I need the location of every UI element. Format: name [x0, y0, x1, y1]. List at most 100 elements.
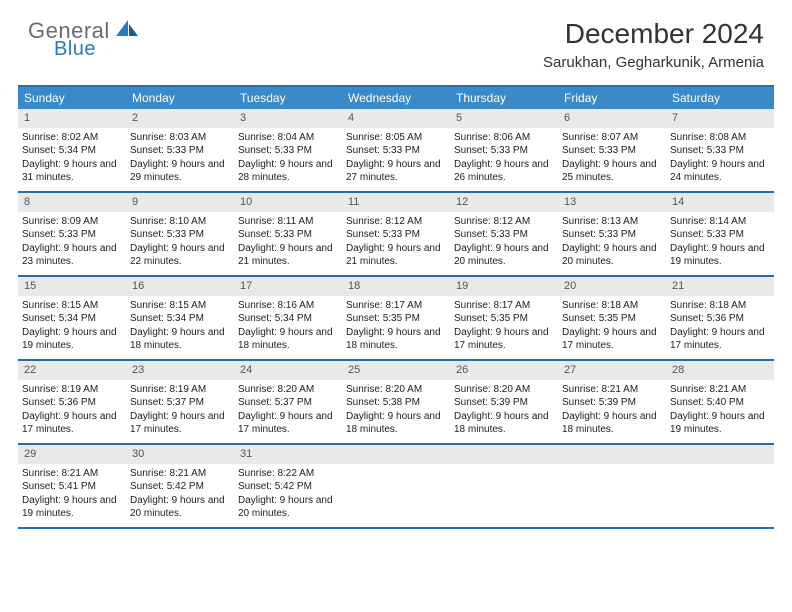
day-number: 18 [342, 277, 450, 296]
sunset-line: Sunset: 5:33 PM [238, 144, 338, 158]
day-cell: 24Sunrise: 8:20 AMSunset: 5:37 PMDayligh… [234, 361, 342, 443]
sunrise-line: Sunrise: 8:20 AM [238, 383, 338, 397]
day-body: Sunrise: 8:15 AMSunset: 5:34 PMDaylight:… [18, 296, 126, 353]
sunrise-line: Sunrise: 8:19 AM [130, 383, 230, 397]
day-body: Sunrise: 8:18 AMSunset: 5:35 PMDaylight:… [558, 296, 666, 353]
sunrise-line: Sunrise: 8:03 AM [130, 131, 230, 145]
day-cell: 27Sunrise: 8:21 AMSunset: 5:39 PMDayligh… [558, 361, 666, 443]
sunrise-line: Sunrise: 8:06 AM [454, 131, 554, 145]
day-cell: 8Sunrise: 8:09 AMSunset: 5:33 PMDaylight… [18, 193, 126, 275]
day-number: 2 [126, 109, 234, 128]
day-body: Sunrise: 8:20 AMSunset: 5:38 PMDaylight:… [342, 380, 450, 437]
sunrise-line: Sunrise: 8:15 AM [22, 299, 122, 313]
sunrise-line: Sunrise: 8:13 AM [562, 215, 662, 229]
sunset-line: Sunset: 5:33 PM [130, 228, 230, 242]
weekday-sunday: Sunday [18, 87, 126, 109]
day-cell: 20Sunrise: 8:18 AMSunset: 5:35 PMDayligh… [558, 277, 666, 359]
sunset-line: Sunset: 5:35 PM [562, 312, 662, 326]
day-body: Sunrise: 8:08 AMSunset: 5:33 PMDaylight:… [666, 128, 774, 185]
day-body: Sunrise: 8:12 AMSunset: 5:33 PMDaylight:… [342, 212, 450, 269]
day-number: 22 [18, 361, 126, 380]
day-number: 6 [558, 109, 666, 128]
day-cell: 5Sunrise: 8:06 AMSunset: 5:33 PMDaylight… [450, 109, 558, 191]
sunset-line: Sunset: 5:33 PM [346, 144, 446, 158]
day-cell: 13 Sunrise: 8:13 AMSunset: 5:33 PMDayligh… [558, 193, 666, 275]
daylight-line: Daylight: 9 hours and 17 minutes. [130, 410, 230, 437]
daylight-line: Daylight: 9 hours and 20 minutes. [454, 242, 554, 269]
sunrise-line: Sunrise: 8:08 AM [670, 131, 770, 145]
day-number: 5 [450, 109, 558, 128]
sunset-line: Sunset: 5:34 PM [22, 312, 122, 326]
day-cell: 9Sunrise: 8:10 AMSunset: 5:33 PMDaylight… [126, 193, 234, 275]
daylight-line: Daylight: 9 hours and 20 minutes. [238, 494, 338, 521]
day-number: 7 [666, 109, 774, 128]
day-cell: 16Sunrise: 8:15 AMSunset: 5:34 PMDayligh… [126, 277, 234, 359]
day-body: Sunrise: 8:19 AMSunset: 5:37 PMDaylight:… [126, 380, 234, 437]
day-number: 13 [558, 193, 666, 212]
day-cell: 1Sunrise: 8:02 AMSunset: 5:34 PMDaylight… [18, 109, 126, 191]
sunset-line: Sunset: 5:33 PM [454, 228, 554, 242]
day-number: 15 [18, 277, 126, 296]
daylight-line: Daylight: 9 hours and 28 minutes. [238, 158, 338, 185]
day-body: Sunrise: 8:22 AMSunset: 5:42 PMDaylight:… [234, 464, 342, 521]
day-body: Sunrise: 8:15 AMSunset: 5:34 PMDaylight:… [126, 296, 234, 353]
sunrise-line: Sunrise: 8:19 AM [22, 383, 122, 397]
day-number: 24 [234, 361, 342, 380]
sunrise-line: Sunrise: 8:05 AM [346, 131, 446, 145]
day-body: Sunrise: 8:02 AMSunset: 5:34 PMDaylight:… [18, 128, 126, 185]
day-cell: 18Sunrise: 8:17 AMSunset: 5:35 PMDayligh… [342, 277, 450, 359]
sunset-line: Sunset: 5:39 PM [454, 396, 554, 410]
sunrise-line: Sunrise: 8:18 AM [670, 299, 770, 313]
day-number: 14 [666, 193, 774, 212]
day-number: 21 [666, 277, 774, 296]
day-cell: 26Sunrise: 8:20 AMSunset: 5:39 PMDayligh… [450, 361, 558, 443]
daylight-line: Daylight: 9 hours and 20 minutes. [562, 242, 662, 269]
day-cell: 19Sunrise: 8:17 AMSunset: 5:35 PMDayligh… [450, 277, 558, 359]
header: General Blue December 2024 Sarukhan, Geg… [0, 0, 792, 79]
day-body: Sunrise: 8:12 AMSunset: 5:33 PMDaylight:… [450, 212, 558, 269]
day-number: 12 [450, 193, 558, 212]
sunrise-line: Sunrise: 8:21 AM [22, 467, 122, 481]
sunset-line: Sunset: 5:42 PM [130, 480, 230, 494]
daylight-line: Daylight: 9 hours and 18 minutes. [454, 410, 554, 437]
sunset-line: Sunset: 5:40 PM [670, 396, 770, 410]
sunrise-line: Sunrise: 8:04 AM [238, 131, 338, 145]
location-label: Sarukhan, Gegharkunik, Armenia [543, 54, 764, 71]
sunset-line: Sunset: 5:33 PM [22, 228, 122, 242]
day-cell [558, 445, 666, 527]
day-cell: 23Sunrise: 8:19 AMSunset: 5:37 PMDayligh… [126, 361, 234, 443]
sunrise-line: Sunrise: 8:22 AM [238, 467, 338, 481]
day-cell [342, 445, 450, 527]
day-cell: 25Sunrise: 8:20 AMSunset: 5:38 PMDayligh… [342, 361, 450, 443]
day-number: 1 [18, 109, 126, 128]
daylight-line: Daylight: 9 hours and 19 minutes. [22, 326, 122, 353]
sunset-line: Sunset: 5:39 PM [562, 396, 662, 410]
week-row: 22Sunrise: 8:19 AMSunset: 5:36 PMDayligh… [18, 361, 774, 445]
daylight-line: Daylight: 9 hours and 17 minutes. [454, 326, 554, 353]
sunset-line: Sunset: 5:33 PM [670, 228, 770, 242]
day-cell: 15Sunrise: 8:15 AMSunset: 5:34 PMDayligh… [18, 277, 126, 359]
sunrise-line: Sunrise: 8:12 AM [454, 215, 554, 229]
daylight-line: Daylight: 9 hours and 31 minutes. [22, 158, 122, 185]
sunset-line: Sunset: 5:41 PM [22, 480, 122, 494]
title-block: December 2024 Sarukhan, Gegharkunik, Arm… [543, 18, 764, 71]
week-row: 8Sunrise: 8:09 AMSunset: 5:33 PMDaylight… [18, 193, 774, 277]
calendar: SundayMondayTuesdayWednesdayThursdayFrid… [18, 85, 774, 529]
sunset-line: Sunset: 5:33 PM [562, 228, 662, 242]
daylight-line: Daylight: 9 hours and 18 minutes. [238, 326, 338, 353]
daylight-line: Daylight: 9 hours and 17 minutes. [562, 326, 662, 353]
day-cell: 21Sunrise: 8:18 AMSunset: 5:36 PMDayligh… [666, 277, 774, 359]
weekday-monday: Monday [126, 87, 234, 109]
day-cell: 28Sunrise: 8:21 AMSunset: 5:40 PMDayligh… [666, 361, 774, 443]
daylight-line: Daylight: 9 hours and 21 minutes. [238, 242, 338, 269]
sunrise-line: Sunrise: 8:18 AM [562, 299, 662, 313]
day-body: Sunrise: 8:21 AMSunset: 5:40 PMDaylight:… [666, 380, 774, 437]
sunset-line: Sunset: 5:33 PM [238, 228, 338, 242]
daylight-line: Daylight: 9 hours and 21 minutes. [346, 242, 446, 269]
day-number: 23 [126, 361, 234, 380]
day-number: 10 [234, 193, 342, 212]
sunrise-line: Sunrise: 8:15 AM [130, 299, 230, 313]
day-number: 8 [18, 193, 126, 212]
sunset-line: Sunset: 5:34 PM [130, 312, 230, 326]
day-body: Sunrise: 8:10 AMSunset: 5:33 PMDaylight:… [126, 212, 234, 269]
